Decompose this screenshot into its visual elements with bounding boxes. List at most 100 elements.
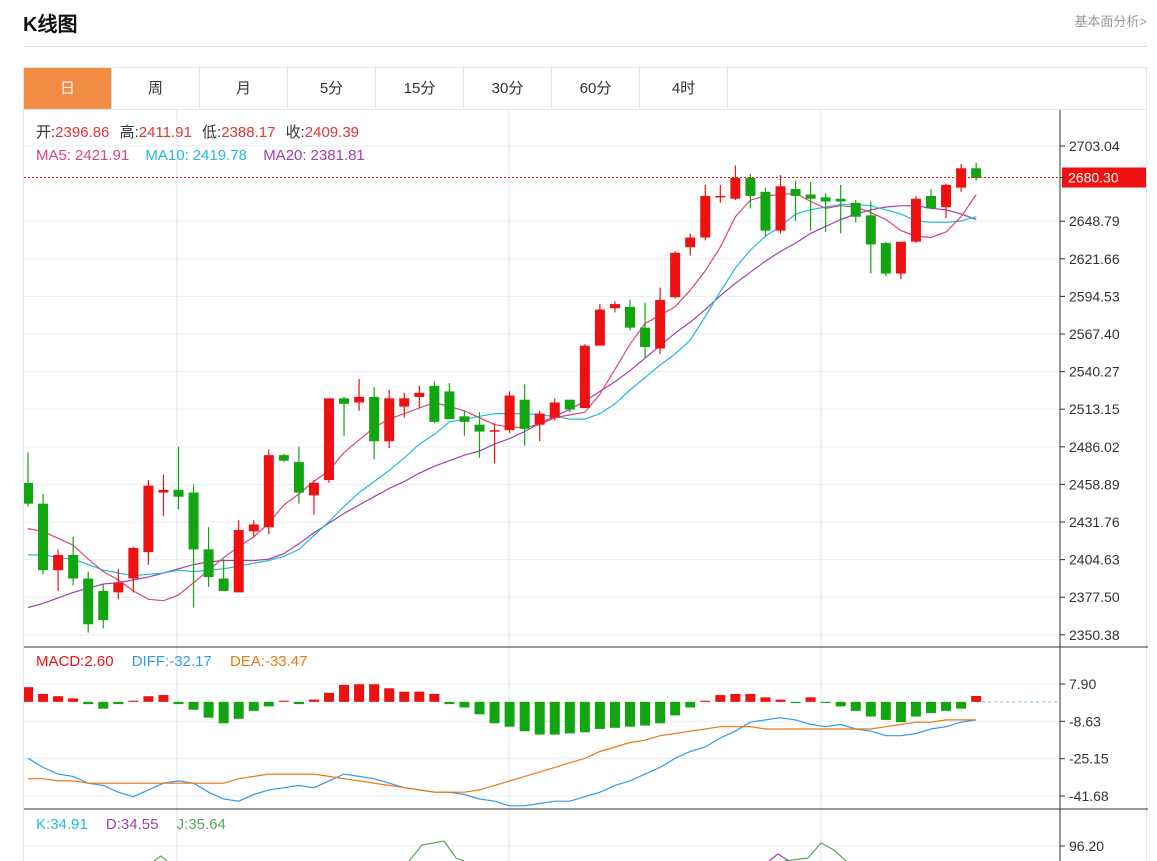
price-tick-label: 2594.53 (1069, 288, 1120, 304)
macd-bar (790, 701, 801, 703)
ma5-line (27, 192, 977, 602)
candle-body (670, 252, 681, 298)
price-tick-label: 2567.40 (1069, 326, 1120, 342)
macd-bar (730, 693, 741, 702)
d-label: D: (106, 816, 121, 833)
kline-chart[interactable]: 2680.30 2703.04 2648.79 2621.66 2594.53 2567… (24, 110, 1148, 861)
candle-body (399, 398, 410, 407)
candle-body (655, 299, 666, 349)
macd-bar (745, 693, 756, 702)
candle-body (760, 191, 771, 231)
diff-value: -32.17 (169, 653, 212, 670)
macd-bar (865, 701, 876, 717)
low-value: 2388.17 (221, 124, 275, 141)
tab-4hour[interactable]: 4时 (640, 68, 728, 109)
candle-body (324, 398, 334, 481)
macd-bar (369, 684, 380, 702)
candle-body (293, 462, 304, 493)
k-value: 34.91 (50, 816, 88, 833)
dea-label: DEA: (230, 653, 265, 670)
kdj-j-line (408, 840, 465, 861)
open-value: 2396.86 (55, 124, 109, 141)
candle-body (564, 399, 575, 410)
j-value: 35.64 (188, 816, 226, 833)
candle-body (715, 195, 726, 198)
header: K线图 基本面分析> (0, 0, 1157, 46)
ma5-value: 2421.91 (75, 147, 129, 164)
macd-bar (399, 691, 410, 702)
candle-body (53, 554, 64, 571)
candle-body (218, 578, 229, 591)
price-tick-label: 2513.15 (1069, 401, 1120, 417)
price-tick-label: 2431.76 (1069, 514, 1120, 530)
candle-body (835, 198, 846, 202)
candle-body (444, 391, 455, 420)
candle-body (489, 430, 500, 432)
candle-body (98, 590, 109, 621)
macd-bar (444, 701, 455, 705)
candle-body (594, 309, 605, 346)
tab-week[interactable]: 周 (112, 68, 200, 109)
current-price-tag-label: 2680.30 (1068, 170, 1119, 186)
kdj-j-line (783, 842, 847, 861)
macd-bar (685, 701, 696, 708)
diff-line (27, 717, 977, 807)
candle-body (459, 416, 470, 422)
candle-body (113, 582, 124, 593)
macd-bar (655, 701, 666, 724)
ma5-label: MA5: (36, 147, 71, 164)
tab-day[interactable]: 日 (24, 68, 112, 109)
candle-body (203, 549, 214, 578)
candle-body (609, 304, 620, 309)
close-label: 收: (286, 124, 305, 141)
macd-bar (805, 697, 816, 702)
macd-bar (926, 701, 936, 714)
candle-body (775, 186, 786, 231)
macd-bar (38, 693, 49, 702)
macd-bar (384, 688, 395, 702)
candle-body (158, 489, 169, 493)
macd-bar (53, 696, 64, 702)
tab-month[interactable]: 月 (200, 68, 288, 109)
candle-body (534, 413, 545, 425)
macd-bar (564, 701, 575, 734)
tab-15min[interactable]: 15分 (376, 68, 464, 109)
candle-body (474, 424, 485, 432)
macd-bar (835, 701, 846, 707)
candle-body (188, 492, 199, 550)
candle-body (941, 184, 952, 208)
price-tick-label: 2540.27 (1069, 364, 1120, 380)
tab-30min[interactable]: 30分 (464, 68, 552, 109)
diff-label: DIFF: (132, 653, 170, 670)
candle-body (880, 243, 891, 274)
macd-bar (474, 701, 485, 715)
macd-bar (308, 699, 319, 702)
candle-body (790, 189, 801, 196)
dea-line (28, 719, 977, 793)
candle-body (895, 241, 906, 274)
macd-bar (625, 701, 635, 727)
high-label: 高: (120, 124, 139, 141)
macd-bar (24, 687, 33, 702)
moving-average-lines (27, 192, 977, 609)
macd-bar (98, 701, 109, 709)
ohlc-info: 开:2396.86 高:2411.91 低:2388.17 收:2409.39 (36, 124, 359, 141)
candle-body (68, 554, 79, 579)
macd-bar (971, 695, 982, 702)
candle-body (579, 345, 590, 409)
candle-body (429, 385, 440, 422)
close-value: 2409.39 (305, 124, 359, 141)
fundamental-analysis-link[interactable]: 基本面分析> (1074, 14, 1147, 29)
candle-body (173, 489, 184, 497)
macd-bar (83, 701, 94, 705)
price-tick-label: 2377.50 (1069, 589, 1120, 605)
tab-5min[interactable]: 5分 (288, 68, 376, 109)
candle-body (640, 327, 651, 348)
macd-bar (820, 701, 831, 703)
tab-60min[interactable]: 60分 (552, 68, 640, 109)
ma-info: MA5: 2421.91 MA10: 2419.78 MA20: 2381.81 (36, 147, 365, 164)
macd-bar (459, 701, 470, 708)
candle-body (700, 195, 711, 238)
ma20-value: 2381.81 (311, 147, 365, 164)
macd-bar (248, 701, 259, 711)
